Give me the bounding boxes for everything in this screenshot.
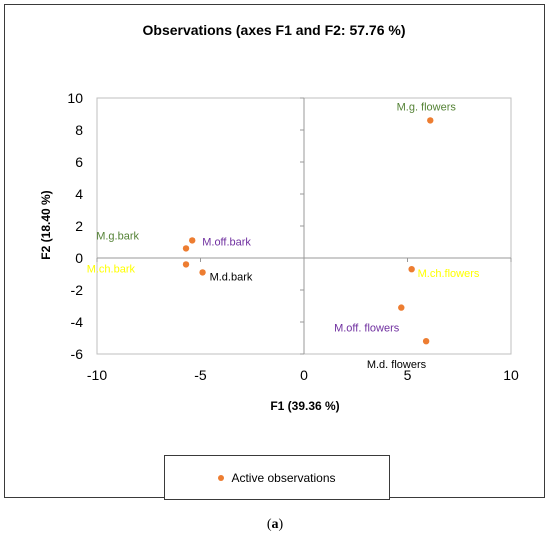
x-tick-label: -5: [194, 367, 207, 383]
x-tick-label: 10: [503, 367, 519, 383]
data-point: [408, 266, 415, 273]
caption-letter: a: [271, 517, 279, 532]
point-label: M.g.bark: [96, 230, 139, 242]
point-label: M.off. flowers: [334, 323, 400, 335]
point-label: M.off.bark: [202, 236, 251, 248]
point-label: M.d.bark: [210, 271, 253, 283]
x-tick-label: 0: [300, 367, 308, 383]
y-tick-label: 0: [75, 250, 83, 266]
data-point: [182, 245, 190, 252]
figure-caption: (a): [0, 517, 550, 533]
y-tick-label: 6: [75, 154, 83, 170]
point-label: M.g. flowers: [397, 101, 457, 113]
y-axis-label: F2 (18.40 %): [39, 190, 53, 259]
caption-open: (: [266, 517, 272, 532]
point-label: M.ch.bark: [87, 263, 136, 275]
point-label: M.d. flowers: [367, 359, 427, 371]
legend: Active observations: [164, 455, 390, 500]
y-tick-label: 8: [75, 122, 83, 138]
y-tick-label: -4: [71, 314, 84, 330]
y-tick-label: -6: [71, 346, 84, 362]
x-axis-label: F1 (39.36 %): [270, 399, 339, 413]
data-point: [199, 269, 206, 276]
y-tick-label: 4: [75, 186, 83, 202]
y-tick-label: 2: [75, 218, 83, 234]
y-tick-label: 10: [67, 90, 83, 106]
legend-label: Active observations: [231, 470, 336, 485]
x-tick-label: -10: [87, 367, 107, 383]
plot-area: -10 -5 0 5 10 -6 -4 -2 0 2 4 6 8 10 M.g. flowers M.g.ba…: [67, 90, 519, 383]
data-point: [427, 117, 434, 124]
scatter-chart: Observations (axes F1 and F2: 57.76 %) -…: [39, 22, 519, 413]
point-label: M.ch.flowers: [418, 268, 480, 280]
data-point: [422, 338, 430, 345]
x-tick-label: 5: [404, 367, 412, 383]
data-point: [398, 304, 405, 311]
data-point: [189, 237, 196, 244]
legend-marker-icon: [218, 474, 225, 481]
caption-close: ): [278, 517, 284, 532]
y-tick-label: -2: [71, 282, 84, 298]
chart-title: Observations (axes F1 and F2: 57.76 %): [143, 22, 406, 38]
chart-frame: Observations (axes F1 and F2: 57.76 %) -…: [4, 4, 545, 498]
data-point: [182, 261, 190, 268]
